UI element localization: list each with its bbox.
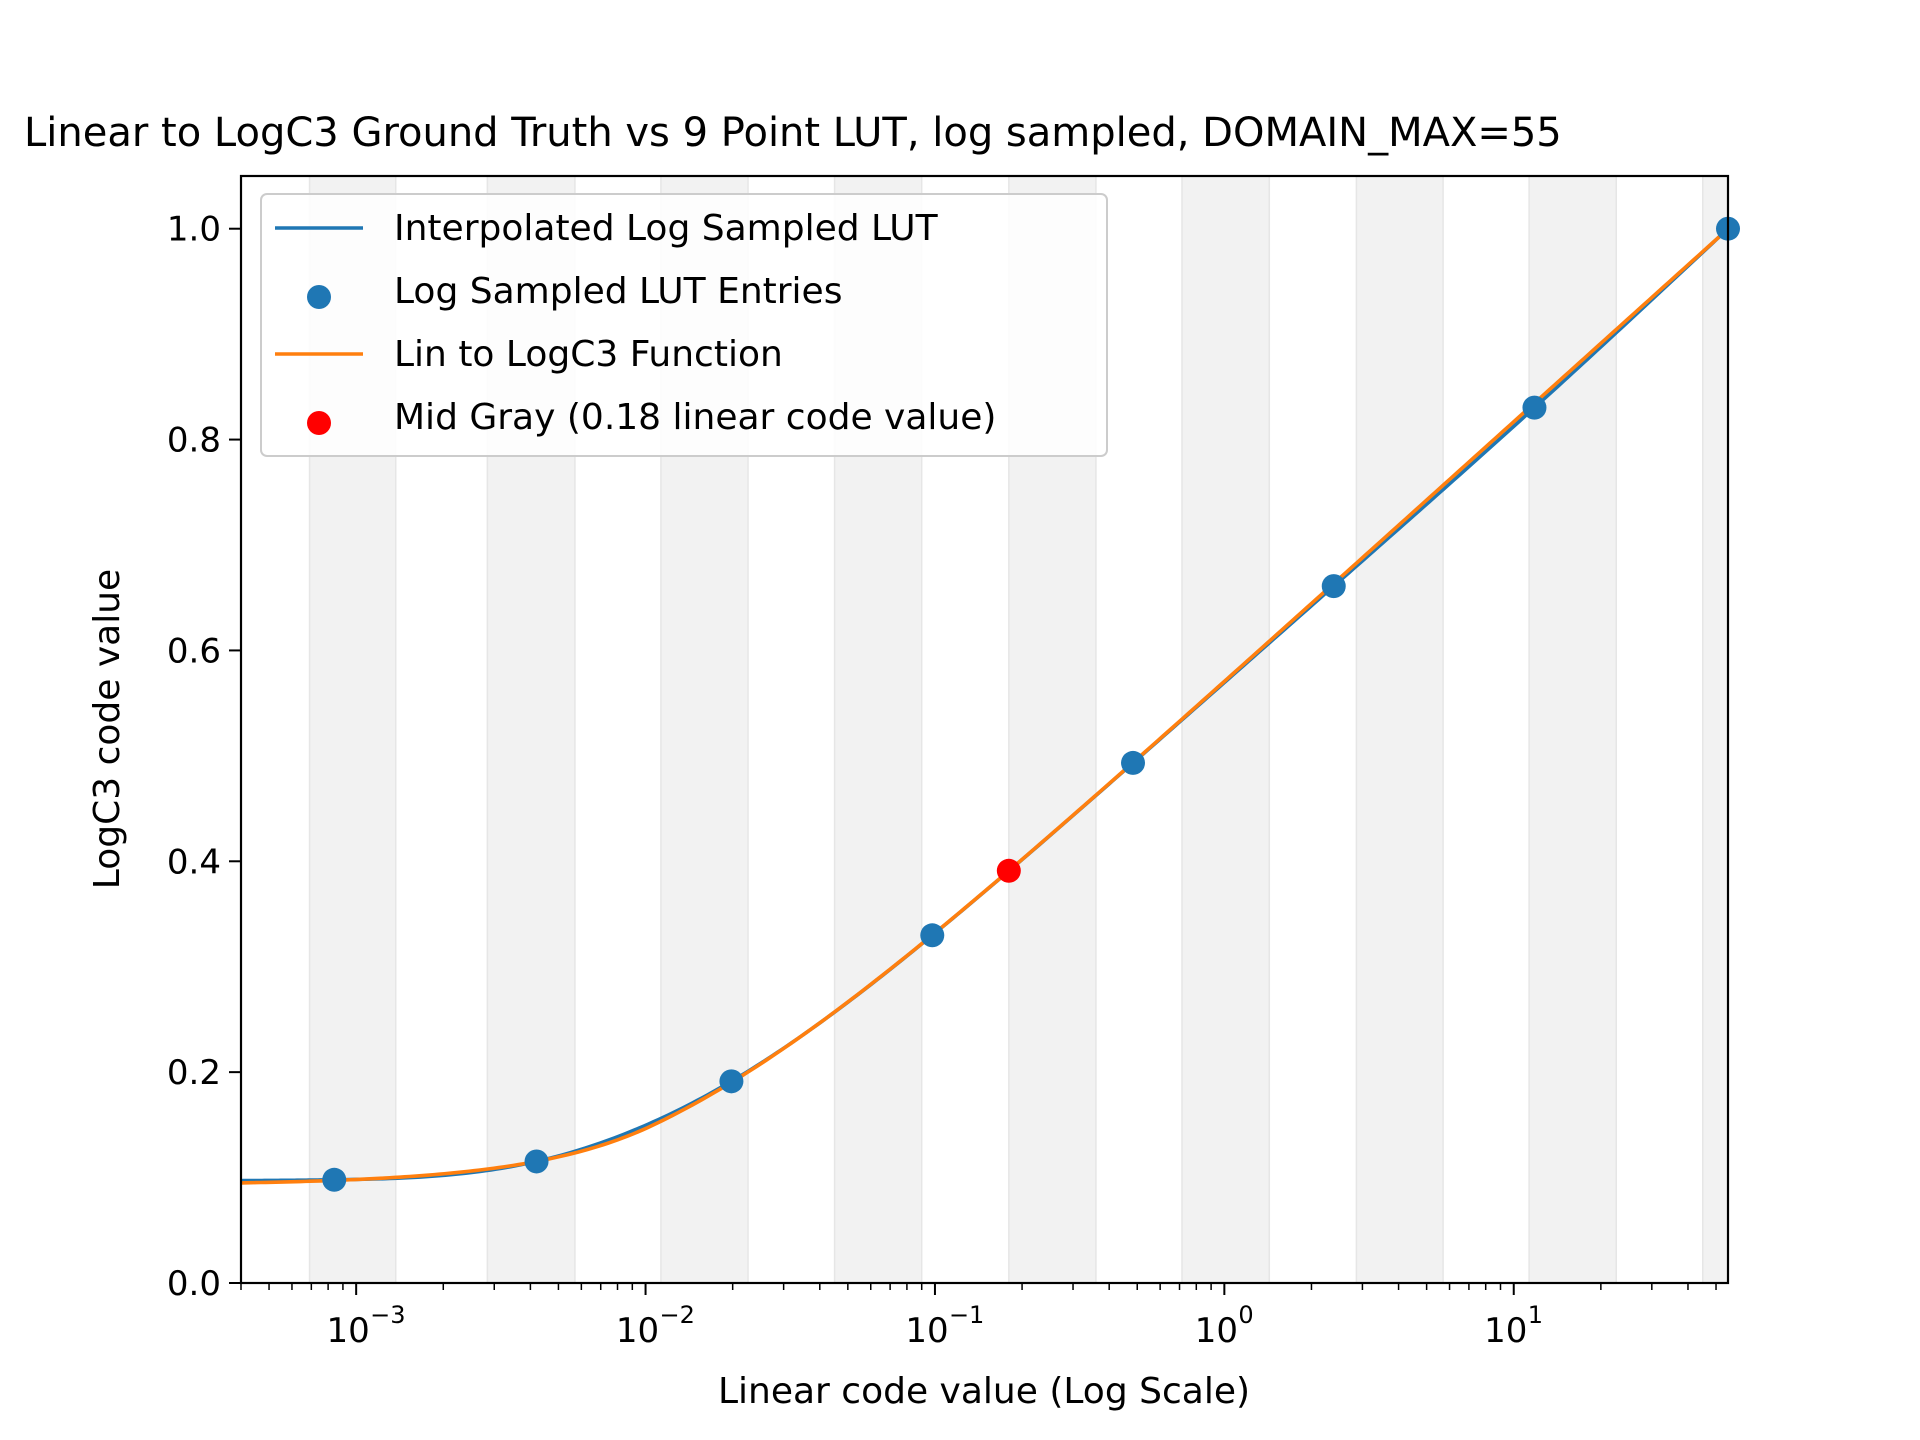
x-tick-label-1: 10 [616,1311,659,1351]
x-tick-label-2: 10 [905,1311,948,1351]
chart-title: Linear to LogC3 Ground Truth vs 9 Point … [24,110,1562,156]
series-point-1-3 [920,923,945,948]
x-axis-label: Linear code value (Log Scale) [718,1371,1250,1412]
y-tick-label-4: 0.8 [167,421,221,461]
series-points [322,216,1740,1192]
legend: Interpolated Log Sampled LUT Log Sampled … [260,193,1108,457]
series-point-1-0 [322,1167,347,1192]
plot-frame [239,174,1730,1285]
x-tick-exponent-1: −2 [660,1301,695,1329]
shaded-band-5 [1182,176,1270,1283]
y-axis-label: LogC3 code value [87,569,128,889]
series-point-1-1 [524,1149,549,1174]
legend-box [260,193,1108,457]
legend-label-1: Log Sampled LUT Entries [394,271,842,312]
shaded-band-6 [1356,176,1444,1283]
series-point-1-6 [1522,395,1547,420]
x-tick-label-3: 10 [1195,1311,1238,1351]
y-tick-label-2: 0.4 [167,842,221,882]
y-axis: 0.0 0.2 0.4 0.6 0.8 1.0 [167,210,241,1304]
series-point-3-0 [996,858,1021,883]
x-tick-exponent-2: −1 [949,1301,984,1329]
legend-label-3: Mid Gray (0.18 linear code value) [394,397,996,438]
y-tick-label-0: 0.0 [167,1264,221,1304]
legend-swatch-3 [307,411,331,435]
series-point-1-4 [1121,750,1146,775]
y-tick-label-3: 0.6 [167,631,221,671]
series-point-1-5 [1321,574,1346,599]
series-line-2 [241,227,1728,1185]
legend-label-2: Lin to LogC3 Function [394,334,783,375]
x-tick-exponent-0: −3 [370,1301,405,1329]
legend-swatch-1 [307,285,331,309]
y-tick-label-1: 0.2 [167,1053,221,1093]
x-tick-label-4: 10 [1484,1311,1527,1351]
x-tick-exponent-4: 1 [1528,1301,1543,1329]
shaded-band-7 [1529,176,1617,1283]
series-point-1-2 [719,1069,744,1094]
x-tick-exponent-3: 0 [1238,1301,1253,1329]
x-axis: 10 −3 10 −2 10 −1 10 0 10 1 [240,1283,1717,1351]
y-tick-label-5: 1.0 [167,210,221,250]
shaded-band-8 [1702,176,1728,1283]
legend-label-0: Interpolated Log Sampled LUT [394,208,939,249]
x-tick-label-0: 10 [327,1311,370,1351]
